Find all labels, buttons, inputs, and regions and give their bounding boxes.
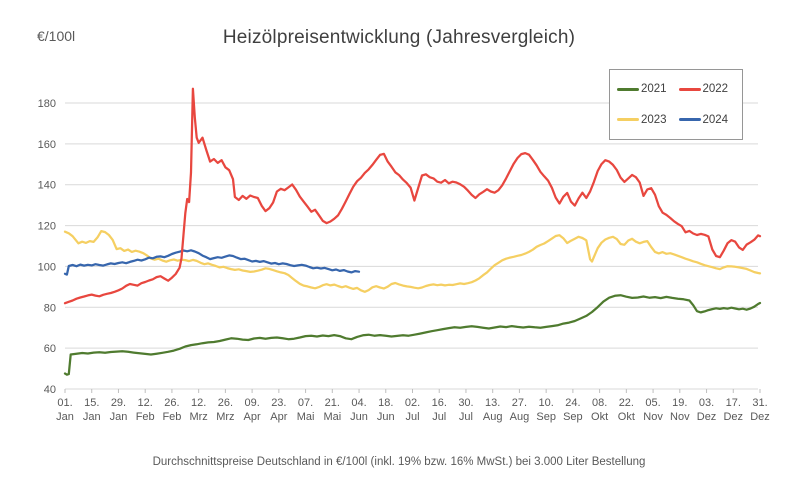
legend-swatch-2023 [617, 118, 639, 122]
x-tick-label-day: 01. [57, 397, 72, 409]
x-tick-label-day: 26. [164, 397, 179, 409]
x-tick-label-month: Jul [459, 411, 473, 423]
x-tick-label-day: 15. [84, 397, 99, 409]
y-tick-label: 40 [44, 384, 56, 396]
x-tick-label-month: Jul [432, 411, 446, 423]
x-tick-label-month: Mrz [189, 411, 207, 423]
x-tick-label-day: 17. [726, 397, 741, 409]
x-tick-label-day: 08. [592, 397, 607, 409]
x-tick-label-day: 27. [512, 397, 527, 409]
x-tick-label-month: Feb [162, 411, 181, 423]
x-tick-label-day: 12. [138, 397, 153, 409]
x-tick-label-day: 26. [218, 397, 233, 409]
x-tick-label-month: Okt [618, 411, 635, 423]
x-tick-label-day: 02. [405, 397, 420, 409]
legend: 2021 2022 2023 2024 [609, 69, 743, 140]
series-line-2022 [63, 87, 762, 305]
x-tick-label-month: Jan [83, 411, 101, 423]
x-tick-label-day: 31. [752, 397, 767, 409]
y-tick-label: 120 [38, 221, 56, 233]
x-tick-label-month: Dez [697, 411, 717, 423]
x-tick-label-month: Sep [536, 411, 556, 423]
x-tick-label-day: 22. [619, 397, 634, 409]
chart-footnote: Durchschnittspreise Deutschland in €/100… [152, 456, 646, 468]
x-tick-label-day: 09. [244, 397, 259, 409]
legend-item-2022: 2022 [678, 83, 741, 96]
x-tick-label-month: Dez [750, 411, 770, 423]
x-tick-label-month: Apr [270, 411, 287, 423]
x-tick-label-day: 12. [191, 397, 206, 409]
x-tick-label-day: 10. [539, 397, 554, 409]
x-tick-label-month: Mrz [216, 411, 234, 423]
x-tick-label-month: Okt [591, 411, 608, 423]
y-tick-label: 140 [38, 180, 56, 192]
x-tick-label-month: Mai [297, 411, 315, 423]
legend-item-2021: 2021 [617, 83, 679, 95]
x-tick-label-day: 18. [378, 397, 393, 409]
y-tick-label: 180 [38, 98, 56, 110]
x-tick-label-day: 23. [271, 397, 286, 409]
x-tick-label-month: Nov [670, 411, 690, 423]
x-tick-label-day: 05. [645, 397, 660, 409]
y-tick-label: 100 [38, 261, 56, 273]
x-tick-label-day: 30. [458, 397, 473, 409]
y-tick-label: 60 [44, 343, 56, 355]
x-tick-label-day: 13. [485, 397, 500, 409]
legend-label-2021: 2021 [641, 83, 667, 96]
x-tick-label-month: Aug [483, 411, 503, 423]
x-tick-label-day: 03. [699, 397, 714, 409]
x-tick-label-month: Jan [56, 411, 74, 423]
chart-title: Heizölpreisentwicklung (Jahresvergleich) [222, 27, 576, 48]
x-tick-label-day: 16. [432, 397, 447, 409]
x-tick-label-month: Sep [563, 411, 583, 423]
x-tick-label-month: Jun [377, 411, 395, 423]
x-tick-label-day: 07. [298, 397, 313, 409]
x-tick-label-day: 21. [325, 397, 340, 409]
x-tick-label-month: Jan [110, 411, 128, 423]
x-tick-label-month: Jul [405, 411, 419, 423]
legend-swatch-2024 [678, 118, 701, 122]
legend-label-2024: 2024 [702, 113, 729, 126]
series-line-2023 [63, 229, 762, 293]
y-tick-label: 80 [44, 302, 56, 314]
x-tick-label-month: Dez [723, 411, 743, 423]
x-tick-label-day: 29. [111, 397, 126, 409]
x-tick-label-month: Apr [244, 411, 261, 423]
y-axis-unit-label: €/100l [37, 28, 76, 44]
legend-label-2022: 2022 [702, 83, 729, 96]
series-line-2021 [63, 294, 762, 376]
legend-item-2024: 2024 [678, 113, 741, 126]
x-tick-label-month: Nov [643, 411, 663, 423]
x-tick-label-month: Mai [323, 411, 341, 423]
x-tick-label-month: Feb [136, 411, 155, 423]
legend-item-2023: 2023 [617, 114, 679, 126]
x-tick-label-month: Jun [350, 411, 368, 423]
x-tick-label-month: Aug [510, 411, 530, 423]
legend-swatch-2021 [617, 87, 639, 91]
x-tick-label-day: 24. [565, 397, 580, 409]
x-tick-label-day: 04. [351, 397, 366, 409]
y-tick-label: 160 [38, 139, 56, 151]
series-line-2024 [63, 249, 361, 276]
legend-label-2023: 2023 [641, 113, 667, 126]
legend-swatch-2022 [678, 87, 701, 91]
x-tick-label-day: 19. [672, 397, 687, 409]
